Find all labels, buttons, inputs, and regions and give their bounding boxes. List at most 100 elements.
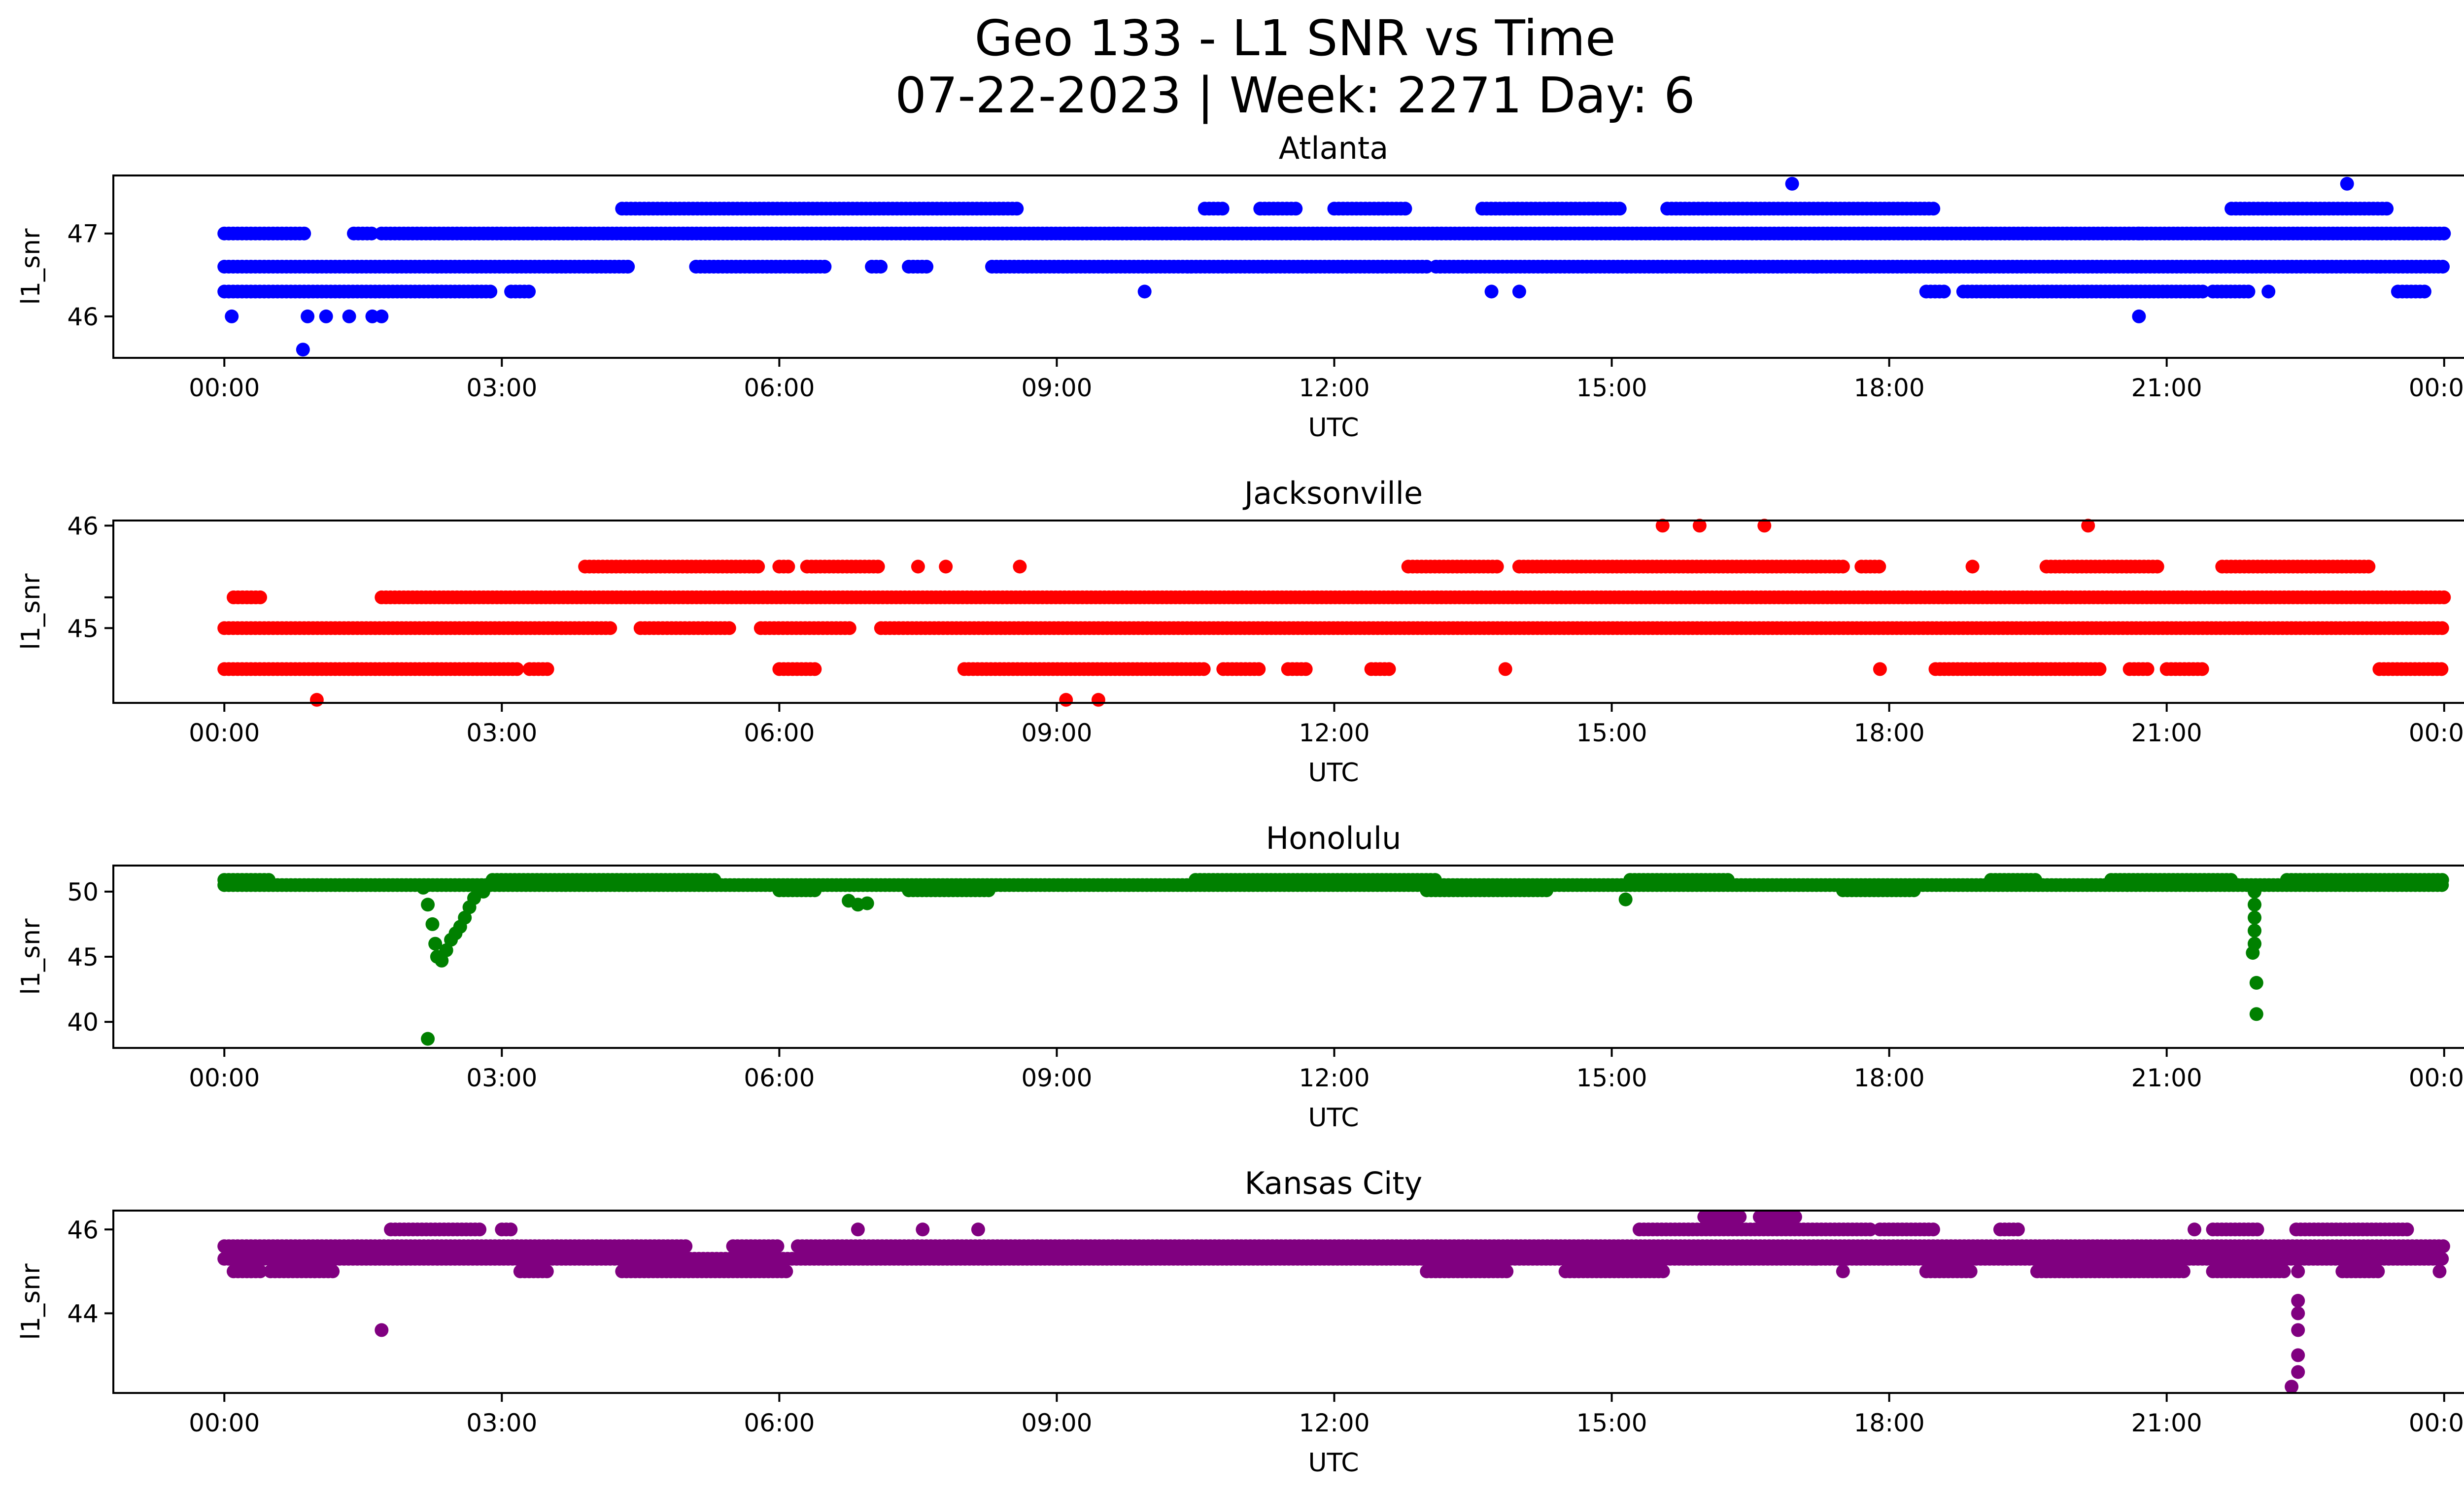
y-ticks-atlanta: 46 47 bbox=[67, 220, 113, 331]
data-point-atlanta bbox=[2437, 226, 2451, 241]
data-point-jacksonville bbox=[1498, 662, 1512, 676]
x-tick-label: 15:00 bbox=[1576, 374, 1647, 402]
x-tick-label: 00:00 bbox=[2409, 1064, 2464, 1092]
data-point-atlanta bbox=[1926, 202, 1941, 216]
data-point-honolulu bbox=[2246, 946, 2260, 960]
data-point-atlanta bbox=[2340, 176, 2354, 191]
data-point-atlanta bbox=[342, 309, 356, 323]
data-point-atlanta bbox=[621, 260, 635, 274]
data-point-honolulu bbox=[2249, 975, 2263, 990]
data-point-honolulu bbox=[2249, 1007, 2263, 1021]
data-point-atlanta bbox=[1612, 202, 1627, 216]
data-point-atlanta bbox=[920, 260, 934, 274]
data-point-jacksonville bbox=[2361, 559, 2376, 574]
data-point-jacksonville bbox=[309, 693, 324, 707]
data-point-atlanta bbox=[2132, 309, 2146, 323]
data-point-jacksonville bbox=[842, 621, 856, 635]
x-tick-label: 09:00 bbox=[1021, 1064, 1092, 1092]
data-point-kansas-city bbox=[2400, 1222, 2414, 1237]
x-ticks-honolulu: 00:00 03:00 06:00 09:00 12:00 15:00 18:00 21:00… bbox=[189, 1048, 2464, 1092]
data-point-honolulu bbox=[2248, 924, 2261, 938]
data-point-honolulu bbox=[982, 883, 996, 898]
data-point-jacksonville bbox=[253, 590, 267, 604]
y-tick-label: 46 bbox=[67, 512, 99, 540]
data-point-atlanta bbox=[1484, 284, 1499, 299]
data-point-honolulu bbox=[1618, 892, 1633, 906]
data-point-honolulu bbox=[2248, 910, 2261, 925]
data-point-jacksonville bbox=[510, 662, 524, 676]
y-axis-label-honolulu: l1_snr bbox=[16, 918, 46, 995]
x-tick-label: 09:00 bbox=[1021, 374, 1092, 402]
x-tick-label: 03:00 bbox=[466, 719, 537, 747]
data-point-jacksonville bbox=[1836, 559, 1850, 574]
data-point-jacksonville bbox=[2435, 621, 2449, 635]
data-point-jacksonville bbox=[2140, 662, 2155, 676]
data-point-atlanta bbox=[297, 226, 311, 241]
data-point-honolulu bbox=[860, 896, 874, 910]
data-point-honolulu bbox=[707, 873, 721, 887]
x-tick-label: 00:00 bbox=[189, 1064, 260, 1092]
data-point-jacksonville bbox=[1490, 559, 1504, 574]
x-tick-label: 03:00 bbox=[466, 374, 537, 402]
x-tick-label: 03:00 bbox=[466, 1064, 537, 1092]
x-ticks-jacksonville: 00:00 03:00 06:00 09:00 12:00 15:00 18:00 21:00… bbox=[189, 703, 2464, 747]
data-point-kansas-city bbox=[1656, 1264, 1670, 1279]
data-point-jacksonville bbox=[603, 621, 617, 635]
data-point-honolulu bbox=[262, 873, 276, 887]
data-point-atlanta bbox=[2380, 202, 2394, 216]
data-point-atlanta bbox=[483, 284, 498, 299]
data-point-kansas-city bbox=[2371, 1264, 2385, 1279]
y-axis-label-jacksonville: l1_snr bbox=[16, 573, 46, 650]
data-point-kansas-city bbox=[770, 1239, 785, 1253]
data-point-kansas-city bbox=[2277, 1264, 2291, 1279]
data-point-jacksonville bbox=[1382, 662, 1396, 676]
data-point-atlanta bbox=[1289, 202, 1303, 216]
x-ticks-atlanta: 00:00 03:00 06:00 09:00 12:00 15:00 18:00 21:00… bbox=[189, 358, 2464, 402]
data-point-jacksonville bbox=[1013, 559, 1027, 574]
y-tick-label: 45 bbox=[67, 614, 99, 643]
data-point-jacksonville bbox=[1091, 693, 1105, 707]
data-point-atlanta bbox=[1512, 284, 1526, 299]
x-tick-label: 00:00 bbox=[189, 719, 260, 747]
y-tick-label: 47 bbox=[67, 220, 99, 248]
data-point-atlanta bbox=[319, 309, 333, 323]
data-point-honolulu bbox=[1721, 873, 1735, 887]
data-point-kansas-city bbox=[779, 1264, 793, 1279]
data-point-kansas-city bbox=[679, 1239, 693, 1253]
subplot-title-atlanta: Atlanta bbox=[1279, 130, 1388, 166]
data-point-honolulu bbox=[2435, 873, 2449, 887]
x-tick-label: 21:00 bbox=[2131, 1064, 2202, 1092]
data-point-honolulu bbox=[2028, 873, 2043, 887]
data-point-kansas-city bbox=[1963, 1264, 1978, 1279]
data-point-kansas-city bbox=[2435, 1252, 2449, 1266]
y-tick-label: 46 bbox=[67, 303, 99, 331]
data-point-jacksonville bbox=[808, 662, 822, 676]
data-point-kansas-city bbox=[326, 1264, 340, 1279]
data-point-atlanta bbox=[2436, 260, 2450, 274]
scatter-marks-atlanta bbox=[217, 176, 2451, 357]
data-point-honolulu bbox=[476, 884, 490, 899]
data-point-atlanta bbox=[2241, 284, 2256, 299]
scatter-marks-jacksonville bbox=[217, 519, 2451, 707]
data-point-atlanta bbox=[1010, 202, 1024, 216]
data-point-jacksonville bbox=[2437, 590, 2451, 604]
data-point-atlanta bbox=[1937, 284, 1951, 299]
x-tick-label: 15:00 bbox=[1576, 1064, 1647, 1092]
y-tick-label: 50 bbox=[67, 878, 99, 906]
data-point-jacksonville bbox=[751, 559, 765, 574]
x-tick-label: 15:00 bbox=[1576, 719, 1647, 747]
data-point-atlanta bbox=[296, 343, 310, 357]
data-point-honolulu bbox=[2224, 873, 2238, 887]
data-point-jacksonville bbox=[1873, 662, 1887, 676]
data-point-jacksonville bbox=[1059, 693, 1073, 707]
x-tick-label: 12:00 bbox=[1299, 1064, 1369, 1092]
x-tick-label: 21:00 bbox=[2131, 719, 2202, 747]
data-point-honolulu bbox=[421, 1032, 435, 1046]
y-tick-label: 40 bbox=[67, 1008, 99, 1037]
data-point-honolulu bbox=[2248, 884, 2261, 899]
x-tick-label: 00:00 bbox=[2409, 719, 2464, 747]
x-tick-label: 18:00 bbox=[1854, 1064, 1925, 1092]
subplot-title-honolulu: Honolulu bbox=[1266, 820, 1402, 856]
y-axis-label-atlanta: l1_snr bbox=[16, 228, 46, 305]
